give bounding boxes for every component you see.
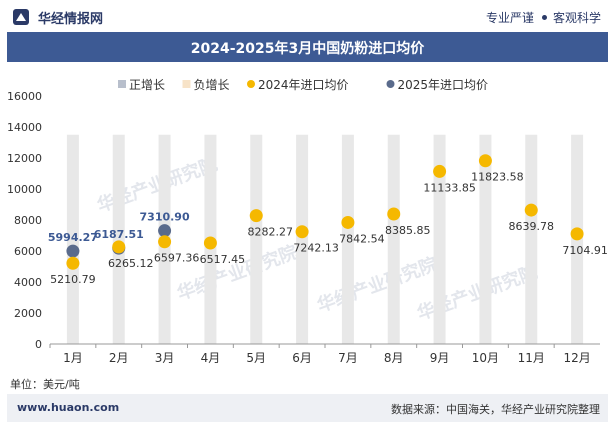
top-bar: 华经情报网 专业严谨 客观科学 [0,0,615,32]
series-2024-point [570,227,584,241]
y-tick-label: 2000 [14,307,42,320]
series-2024-point [387,207,401,221]
unit-label: 单位：美元/吨 [10,378,80,391]
series-2024-label: 8639.78 [509,220,555,233]
series-2025-label: 5994.27 [48,231,98,244]
website-link[interactable]: www.huaon.com [17,401,120,414]
x-tick-label: 1月 [63,351,83,365]
legend-label: 正增长 [129,78,165,92]
x-tick-label: 5月 [246,351,266,365]
series-2024-point [478,154,492,168]
title-bar: 2024-2025年3月中国奶粉进口均价 [7,32,608,62]
legend-swatch [386,80,395,88]
series-2024-label: 6597.36 [154,252,200,265]
x-tick-label: 9月 [430,351,450,365]
legend-swatch [118,80,126,88]
chart-title: 2024-2025年3月中国奶粉进口均价 [190,41,425,57]
x-tick-label: 2月 [109,351,129,365]
y-tick-label: 16000 [7,90,42,103]
background-bar [525,134,538,344]
footer-bar: www.huaon.com 数据来源：中国海关，华经产业研究院整理 [7,394,608,422]
y-tick-label: 10000 [7,183,42,196]
series-2024-label: 8282.27 [248,226,294,239]
series-2024-point [295,225,309,239]
x-tick-label: 8月 [384,351,404,365]
data-source: 数据来源：中国海关，华经产业研究院整理 [391,403,600,416]
series-2024-point [158,235,172,249]
logo-icon [13,9,29,25]
background-bar [66,134,79,344]
background-bar [112,134,125,344]
x-tick-label: 7月 [338,351,358,365]
y-tick-label: 8000 [14,214,42,227]
y-tick-label: 14000 [7,121,42,134]
x-tick-label: 12月 [563,351,590,365]
series-2025-label: 6187.51 [94,228,144,241]
series-2024-point [203,236,217,250]
legend-label: 2025年进口均价 [398,78,489,92]
series-2024-point [433,164,447,178]
tag-professional: 专业严谨 [485,11,534,25]
legend-label: 负增长 [194,78,230,92]
background-bar [296,134,309,344]
legend-swatch [182,80,191,88]
series-2024-label: 11823.58 [471,171,524,184]
series-2024-label: 6517.45 [200,253,246,266]
legend-swatch [247,80,255,88]
separator-dot-icon [541,15,547,20]
series-2024-label: 5210.79 [50,273,96,286]
series-2025-point [66,244,80,258]
series-2025-point [158,224,172,238]
x-tick-label: 4月 [201,351,221,365]
series-2024-point [524,203,538,217]
background-bar [387,134,400,344]
series-2024-label: 8385.85 [385,224,431,237]
series-2024-point [341,215,355,229]
series-2024-point [112,240,126,254]
legend-label: 2024年进口均价 [258,78,349,92]
site-name: 华经情报网 [38,12,104,27]
tag-objective: 客观科学 [552,11,601,25]
y-tick-label: 12000 [7,152,42,165]
series-2024-label: 6265.12 [108,257,154,270]
series-2024-label: 7242.13 [293,242,339,255]
header-tags: 专业严谨 客观科学 [486,9,601,26]
series-2024-point [249,209,263,223]
chart-area: 华经产业研究院华经产业研究院华经产业研究院华经产业研究院020004000600… [7,78,608,365]
background-bar [250,134,263,344]
series-2024-point [66,256,80,270]
series-2024-label: 7842.54 [339,232,385,245]
series-2024-label: 7104.91 [562,244,608,257]
watermark-text: 华经产业研究院 [174,241,300,305]
background-bar [433,134,446,344]
x-tick-label: 10月 [472,351,499,365]
x-tick-label: 3月 [155,351,175,365]
background-bar [479,134,492,344]
y-tick-label: 0 [35,338,42,351]
series-2024-label: 11133.85 [423,181,476,194]
y-tick-label: 6000 [14,245,42,258]
x-tick-label: 11月 [518,351,545,365]
x-tick-label: 6月 [292,351,312,365]
background-bar [341,134,354,344]
series-2025-label: 7310.90 [140,211,190,224]
y-tick-label: 4000 [14,276,42,289]
